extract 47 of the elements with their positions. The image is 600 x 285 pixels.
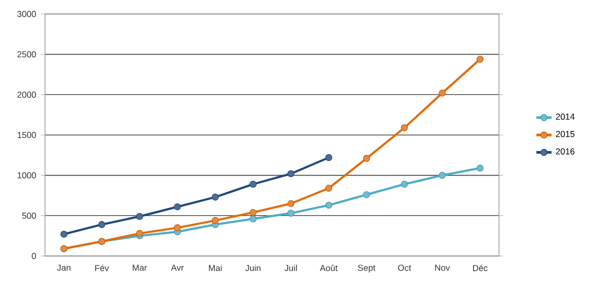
point <box>325 154 332 162</box>
legend-label: 2015 <box>556 130 574 138</box>
point <box>287 200 294 208</box>
point <box>476 164 484 172</box>
x-tick-label: Avr <box>171 264 184 271</box>
point <box>136 212 144 220</box>
x-tick-label: Fév <box>95 264 109 272</box>
point <box>476 56 484 63</box>
y-tick-label: 0 <box>32 252 36 260</box>
y-tick-label: 3000 <box>17 10 36 18</box>
x-tick-label: Juil <box>284 264 297 272</box>
legend-label: 2016 <box>556 148 574 154</box>
point <box>400 124 408 132</box>
x-tick-label: Mai <box>208 264 222 272</box>
y-tick-label: 2000 <box>17 92 36 98</box>
point <box>287 210 294 217</box>
point <box>400 180 408 188</box>
point <box>250 208 257 216</box>
point <box>174 224 181 232</box>
x-tick-label: Jan <box>57 264 70 271</box>
point <box>212 217 219 224</box>
x-tick-label: Oct <box>398 264 412 271</box>
point <box>250 215 257 222</box>
x-tick-label: Juin <box>245 264 260 272</box>
point <box>363 154 370 162</box>
point <box>250 180 257 188</box>
x-tick-label: Mar <box>132 264 147 271</box>
point <box>438 90 446 97</box>
point <box>363 191 370 198</box>
point <box>325 202 332 209</box>
point <box>98 221 106 228</box>
y-tick-label: 1000 <box>18 172 36 178</box>
x-tick-label: Août <box>320 264 338 272</box>
legend-label: 2014 <box>556 114 575 120</box>
point <box>287 170 294 178</box>
x-tick-label: Déc <box>473 264 488 272</box>
point <box>325 184 332 192</box>
point <box>212 194 219 201</box>
point <box>438 172 446 179</box>
x-tick-label: Sept <box>358 264 376 273</box>
x-tick-label: Nov <box>435 264 450 271</box>
point <box>136 230 144 237</box>
y-tick-label: 2500 <box>17 51 36 58</box>
point <box>174 203 181 210</box>
y-tick-label: 500 <box>22 212 36 219</box>
point <box>60 230 68 238</box>
y-tick-label: 1500 <box>18 132 36 138</box>
